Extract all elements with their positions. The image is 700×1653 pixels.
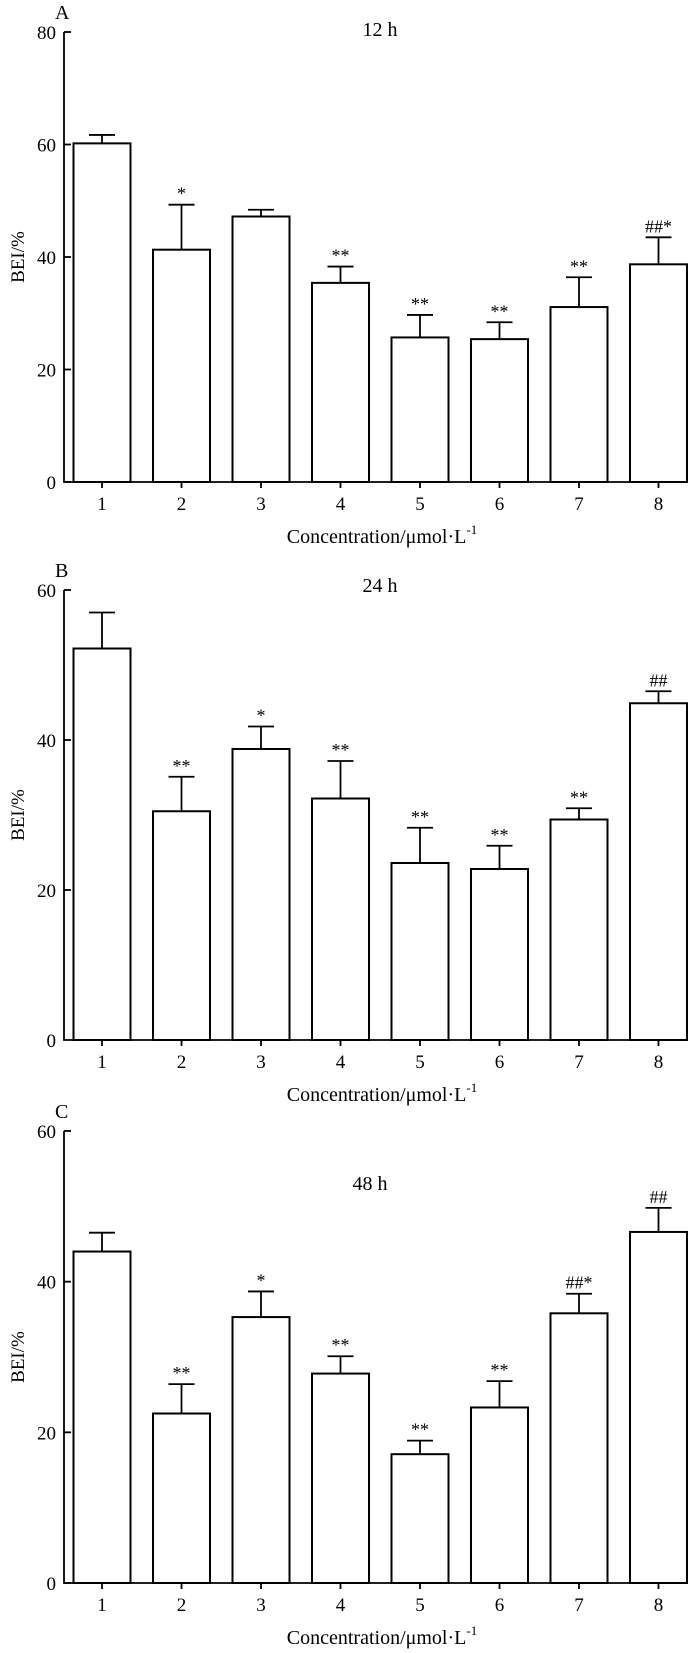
x-tick-label: 3 bbox=[256, 1052, 266, 1073]
significance-mark: ** bbox=[570, 787, 588, 807]
panel-b: B 24 h 20 40 60 0 BEI/% 1 ** 2 * 3 ** 4 ** 5 ** 6 ** 7 ## 8 Co… bbox=[8, 560, 688, 1106]
bar bbox=[231, 1316, 291, 1585]
x-tick-label: 5 bbox=[415, 1052, 425, 1073]
chart-title: 24 h bbox=[363, 575, 398, 597]
significance-mark: ** bbox=[411, 294, 429, 314]
y-tick-label: 40 bbox=[37, 731, 56, 752]
significance-mark: ##* bbox=[566, 1273, 593, 1293]
bar bbox=[311, 1372, 370, 1585]
y-tick-label: 40 bbox=[37, 1273, 56, 1294]
x-tick-label: 8 bbox=[654, 494, 664, 515]
x-axis-label: Concentration/μmol·L-1 bbox=[287, 1623, 477, 1649]
y-tick-label: 60 bbox=[37, 136, 56, 157]
panel-a: A 12 h 0 20 40 60 80 BEI/% 1 * 2 3 ** 4 ** 5 ** 6 ** 7 ##* 8 C… bbox=[8, 2, 688, 548]
significance-mark: ** bbox=[491, 825, 509, 845]
bar bbox=[231, 215, 291, 483]
bar bbox=[629, 1230, 688, 1584]
y-tick-label: 40 bbox=[37, 248, 56, 269]
bar bbox=[152, 248, 211, 483]
x-tick-label: 2 bbox=[177, 1052, 187, 1073]
x-tick-label: 1 bbox=[97, 1595, 107, 1616]
bar bbox=[470, 338, 529, 483]
x-tick-label: 8 bbox=[654, 1052, 664, 1073]
bar bbox=[152, 1412, 211, 1584]
y-tick-label: 60 bbox=[37, 1122, 56, 1143]
bar bbox=[311, 797, 370, 1041]
x-tick-label: 3 bbox=[256, 1595, 266, 1616]
x-tick-label: 1 bbox=[97, 494, 107, 515]
y-tick-label: 0 bbox=[47, 1031, 57, 1052]
x-tick-label: 5 bbox=[415, 1595, 425, 1616]
x-axis-label: Concentration/μmol·L-1 bbox=[287, 522, 477, 548]
x-tick-label: 6 bbox=[495, 494, 505, 515]
significance-mark: * bbox=[257, 706, 266, 726]
x-tick-label: 4 bbox=[336, 1052, 346, 1073]
significance-mark: ** bbox=[411, 1420, 429, 1440]
x-tick-label: 4 bbox=[336, 1595, 346, 1616]
x-tick-label: 7 bbox=[574, 1052, 584, 1073]
bar bbox=[390, 336, 450, 483]
significance-mark: ** bbox=[332, 740, 350, 760]
x-tick-label: 5 bbox=[415, 494, 425, 515]
significance-mark: ** bbox=[570, 256, 588, 276]
bar bbox=[549, 306, 609, 483]
bar bbox=[72, 142, 132, 483]
bar bbox=[152, 810, 211, 1041]
bar bbox=[470, 1406, 529, 1585]
y-axis-label: BEI/% bbox=[8, 1331, 29, 1383]
x-tick-label: 7 bbox=[574, 1595, 584, 1616]
bar bbox=[72, 1250, 132, 1584]
significance-mark: ** bbox=[491, 301, 509, 321]
bar bbox=[470, 868, 529, 1041]
significance-mark: ## bbox=[650, 1187, 668, 1207]
x-tick-label: 8 bbox=[654, 1595, 664, 1616]
significance-mark: ## bbox=[650, 670, 668, 690]
x-tick-label: 7 bbox=[574, 494, 584, 515]
x-tick-label: 6 bbox=[495, 1595, 505, 1616]
y-tick-label: 20 bbox=[37, 1423, 56, 1444]
panel-c: C 48 h 0 20 40 60 BEI/% 1 ** 2 * 3 ** 4 ** 5 ** 6 ##* 7 ## 8 C… bbox=[8, 1101, 688, 1649]
bar bbox=[390, 1453, 450, 1585]
y-tick-label: 20 bbox=[37, 361, 56, 382]
y-tick-label: 0 bbox=[47, 1574, 57, 1595]
significance-mark: * bbox=[257, 1270, 266, 1290]
chart-title: 48 h bbox=[353, 1173, 388, 1195]
x-axis-label: Concentration/μmol·L-1 bbox=[287, 1080, 477, 1106]
bar bbox=[311, 281, 370, 483]
bar bbox=[629, 702, 688, 1041]
x-tick-label: 4 bbox=[336, 494, 346, 515]
bar bbox=[390, 862, 450, 1041]
significance-mark: ##* bbox=[645, 216, 672, 236]
bar bbox=[549, 818, 609, 1041]
y-tick-label: 0 bbox=[47, 473, 57, 494]
significance-mark: ** bbox=[332, 1335, 350, 1355]
bar bbox=[72, 647, 132, 1041]
panel-letter: A bbox=[55, 2, 70, 24]
significance-mark: ** bbox=[491, 1360, 509, 1380]
significance-mark: ** bbox=[411, 807, 429, 827]
x-tick-label: 3 bbox=[256, 494, 266, 515]
x-tick-label: 6 bbox=[495, 1052, 505, 1073]
y-axis-label: BEI/% bbox=[8, 231, 29, 283]
y-tick-label: 20 bbox=[37, 881, 56, 902]
bar bbox=[629, 263, 688, 483]
bar bbox=[549, 1312, 609, 1584]
significance-mark: ** bbox=[332, 246, 350, 266]
y-tick-label: 60 bbox=[37, 581, 56, 602]
bar bbox=[231, 748, 291, 1041]
y-axis-label: BEI/% bbox=[8, 789, 29, 841]
chart-title: 12 h bbox=[363, 19, 398, 41]
significance-mark: ** bbox=[173, 1363, 191, 1383]
significance-mark: * bbox=[177, 184, 186, 204]
x-tick-label: 2 bbox=[177, 494, 187, 515]
panel-letter: B bbox=[55, 560, 68, 582]
x-tick-label: 2 bbox=[177, 1595, 187, 1616]
x-tick-label: 1 bbox=[97, 1052, 107, 1073]
y-tick-label: 80 bbox=[37, 23, 56, 44]
significance-mark: ** bbox=[173, 756, 191, 776]
panel-letter: C bbox=[55, 1101, 68, 1123]
